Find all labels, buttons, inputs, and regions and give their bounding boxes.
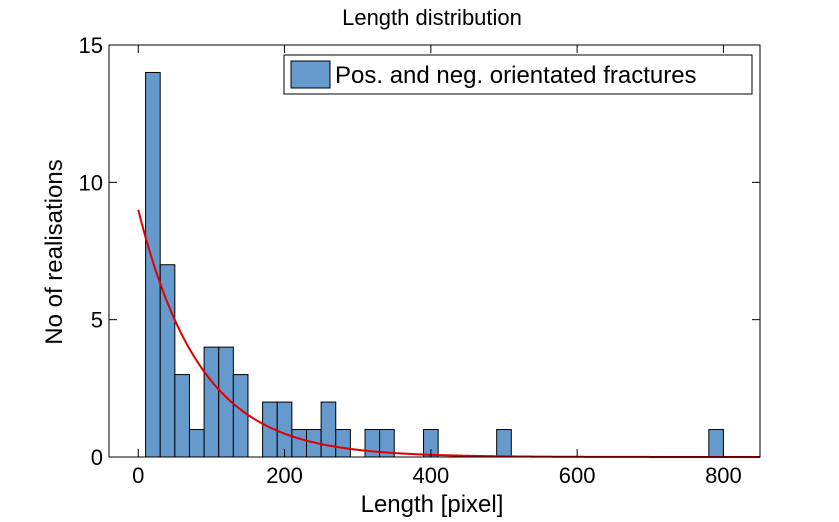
x-tick-label: 600 bbox=[559, 463, 596, 488]
y-tick-label: 0 bbox=[91, 445, 103, 470]
x-axis-label: Length [pixel] bbox=[361, 491, 504, 518]
x-tick-labels: 0 200 400 600 800 bbox=[132, 463, 742, 488]
histogram-bar bbox=[159, 264, 176, 458]
histogram-bar bbox=[320, 401, 337, 458]
histogram-bar bbox=[364, 429, 381, 458]
x-tick-label: 800 bbox=[705, 463, 742, 488]
histogram-bar bbox=[335, 429, 351, 458]
chart-title: Length distribution bbox=[342, 5, 522, 30]
x-tick-label: 400 bbox=[412, 463, 449, 488]
x-tick-label: 0 bbox=[132, 463, 144, 488]
legend-label: Pos. and neg. orientated fractures bbox=[335, 62, 697, 89]
legend-swatch bbox=[290, 60, 331, 89]
y-axis-label: No of realisations bbox=[41, 159, 68, 344]
bars-layer bbox=[145, 71, 724, 458]
histogram-bar bbox=[232, 374, 249, 458]
x-tick-label: 200 bbox=[266, 463, 303, 488]
histogram-bar bbox=[174, 374, 190, 458]
y-tick-label: 5 bbox=[91, 308, 103, 333]
histogram-bar bbox=[188, 429, 205, 458]
histogram-bar bbox=[276, 401, 293, 458]
histogram-bar bbox=[708, 429, 724, 458]
y-tick-label: 10 bbox=[79, 170, 103, 195]
histogram-bar bbox=[203, 346, 220, 458]
y-tick-labels: 0 5 10 15 bbox=[79, 33, 103, 470]
histogram-bar bbox=[291, 429, 307, 458]
legend: Pos. and neg. orientated fractures bbox=[283, 54, 753, 95]
axes-layer bbox=[108, 44, 761, 458]
histogram-bar bbox=[496, 429, 512, 458]
y-tick-label: 15 bbox=[79, 33, 103, 58]
legend-box bbox=[283, 54, 753, 95]
plot-frame bbox=[108, 44, 761, 458]
